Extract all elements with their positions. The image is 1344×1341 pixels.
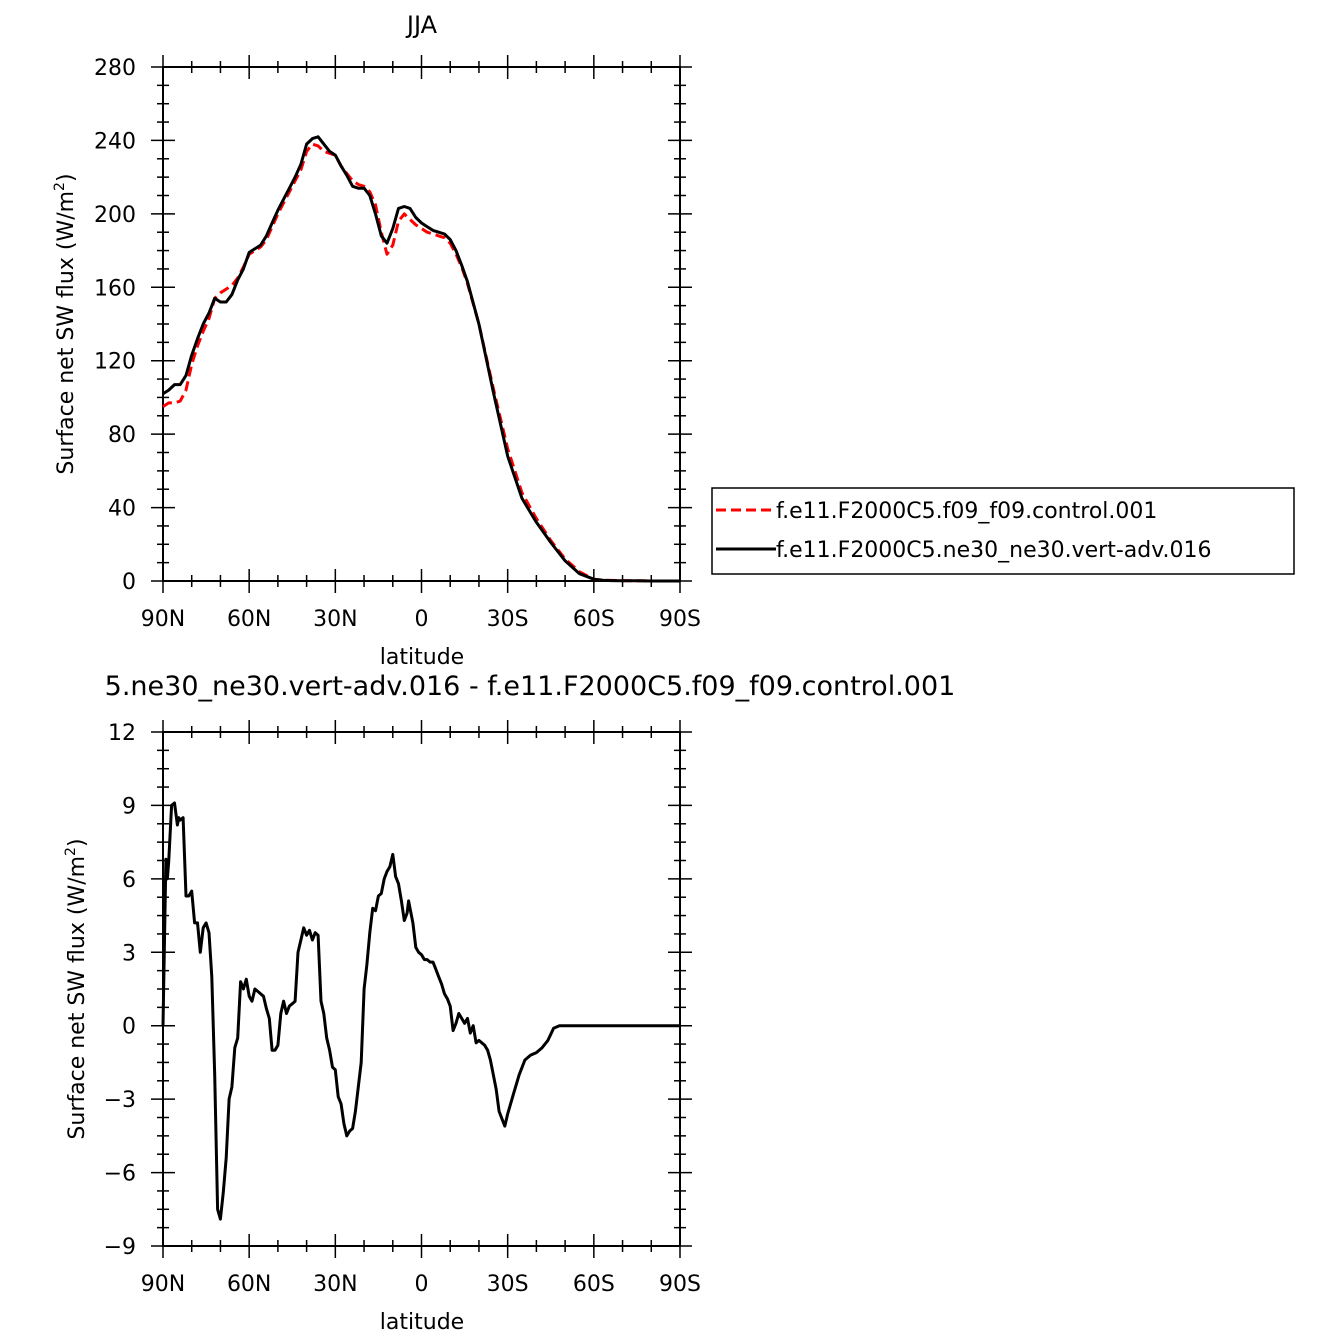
y-axis-label: Surface net SW flux (W/m2) [52, 173, 79, 474]
x-tick-label: 0 [415, 1272, 429, 1297]
x-tick-label: 30N [313, 607, 357, 632]
series-line-1 [162, 135, 680, 583]
y-tick-label: −3 [104, 1088, 136, 1113]
y-tick-label: −6 [104, 1162, 136, 1187]
y-tick-label: 40 [108, 497, 136, 522]
y-tick-label: 0 [122, 570, 136, 595]
y-tick-label: 80 [108, 423, 136, 448]
x-tick-label: 60S [573, 1272, 615, 1297]
y-tick-label: 280 [94, 56, 136, 81]
panel-top-chart: JJA 90N 60N 30N 0 30S 60S 90S 0 40 80 120 160 200 240… [52, 11, 1295, 670]
y-tick-label: 200 [94, 203, 136, 228]
series-line-0 [161, 801, 680, 1221]
y-tick-label: 6 [122, 868, 136, 893]
x-tick-label: 90S [659, 1272, 701, 1297]
y-tick-label: 3 [122, 941, 136, 966]
chart-title: JJA [405, 11, 438, 39]
y-tick-label: 0 [122, 1015, 136, 1040]
x-tick-label: 30N [313, 1272, 357, 1297]
legend-label-vert-adv: f.e11.F2000C5.ne30_ne30.vert-adv.016 [776, 538, 1212, 563]
legend-box [711, 487, 1295, 575]
y-tick-label: 160 [94, 276, 136, 301]
y-axis-label: Surface net SW flux (W/m2) [63, 838, 90, 1139]
y-tick-label: 120 [94, 350, 136, 375]
legend: f.e11.F2000C5.f09_f09.control.001 f.e11.… [711, 487, 1295, 575]
x-tick-label: 30S [487, 1272, 529, 1297]
chart-title: 5.ne30_ne30.vert-adv.016 - f.e11.F2000C5… [105, 671, 956, 702]
plot-area: 90N 60N 30N 0 30S 60S 90S −9 −6 −3 0 3 6 9 12 [104, 720, 701, 1297]
series-line-0 [162, 142, 680, 583]
x-tick-label: 30S [487, 607, 529, 632]
y-tick-label: −9 [104, 1235, 136, 1260]
x-tick-label: 60N [227, 1272, 271, 1297]
panel-bottom-chart: 5.ne30_ne30.vert-adv.016 - f.e11.F2000C5… [63, 671, 955, 1335]
plot-area: 90N 60N 30N 0 30S 60S 90S 0 40 80 120 160 200 240 280 [94, 55, 701, 632]
x-axis-label: latitude [380, 645, 464, 670]
plot-frame [162, 66, 681, 582]
y-tick-label: 9 [122, 794, 136, 819]
x-tick-label: 90N [141, 607, 185, 632]
x-axis-label: latitude [380, 1310, 464, 1335]
x-tick-label: 0 [415, 607, 429, 632]
x-tick-label: 90N [141, 1272, 185, 1297]
legend-label-control: f.e11.F2000C5.f09_f09.control.001 [776, 499, 1157, 524]
y-tick-label: 240 [94, 129, 136, 154]
x-tick-label: 60N [227, 607, 271, 632]
x-tick-label: 90S [659, 607, 701, 632]
x-tick-label: 60S [573, 607, 615, 632]
y-tick-label: 12 [108, 721, 136, 746]
